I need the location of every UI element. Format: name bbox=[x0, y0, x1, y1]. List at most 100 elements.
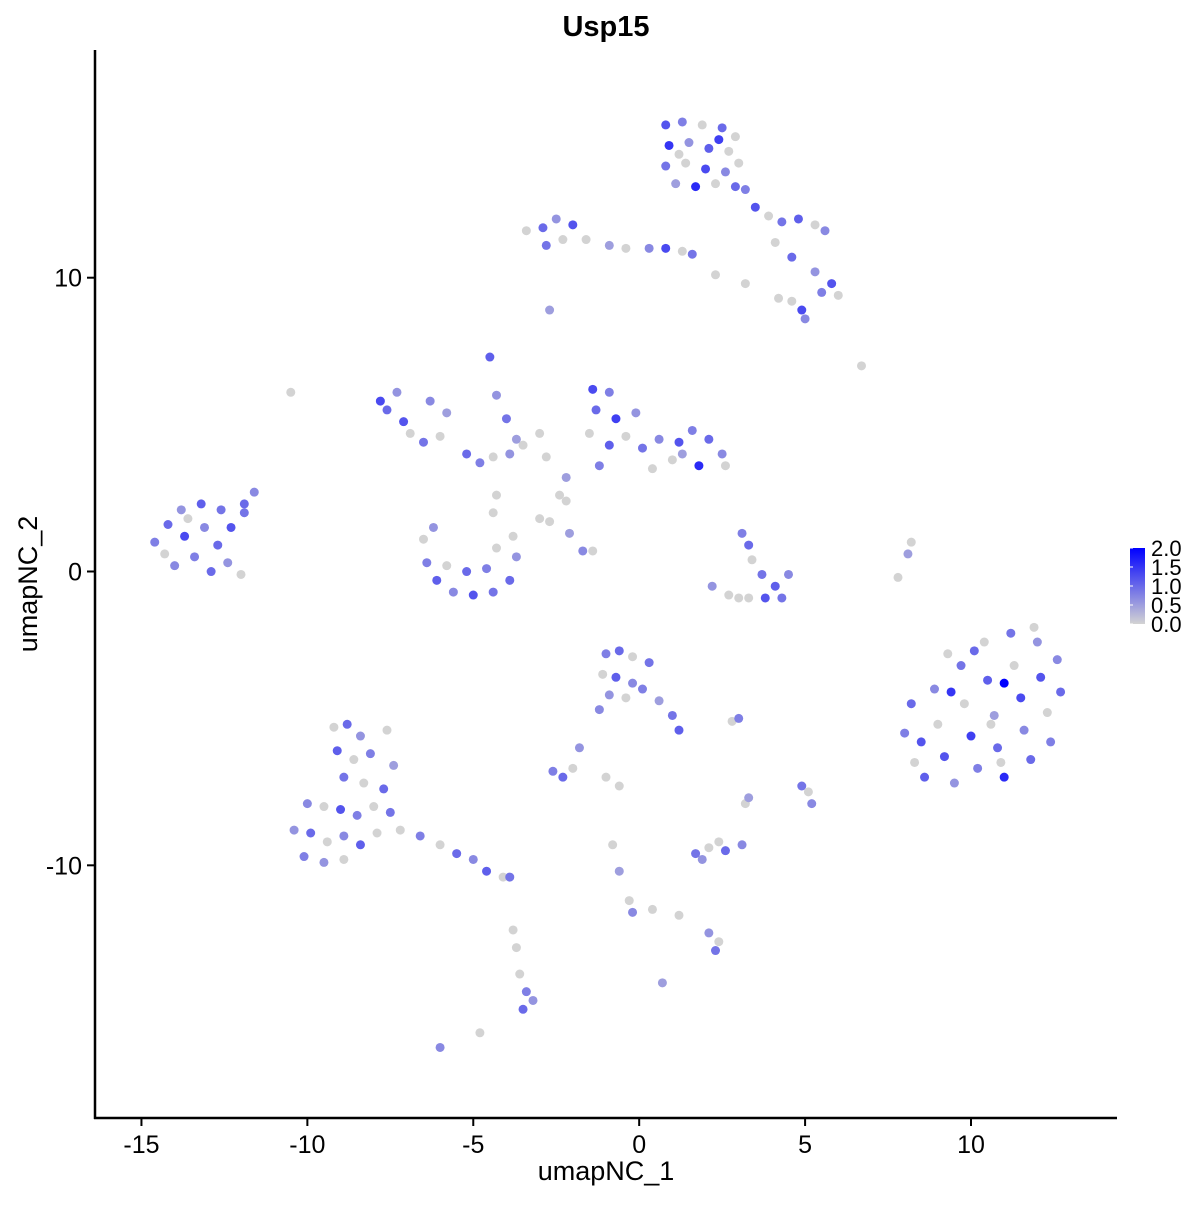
cell-point bbox=[757, 569, 767, 579]
cell-point bbox=[750, 202, 760, 212]
cell-point bbox=[468, 590, 478, 600]
cell-point bbox=[608, 840, 618, 850]
cell-point bbox=[468, 854, 478, 864]
cell-point bbox=[555, 490, 565, 500]
cell-point bbox=[916, 737, 926, 747]
cell-point bbox=[628, 652, 638, 662]
cell-point bbox=[657, 978, 667, 988]
cell-point bbox=[989, 710, 999, 720]
cell-point bbox=[365, 749, 375, 759]
cell-point bbox=[1006, 628, 1016, 638]
cell-point bbox=[488, 587, 498, 597]
cell-point bbox=[638, 684, 647, 694]
cell-point bbox=[435, 1042, 445, 1052]
x-tick-label: 0 bbox=[632, 1131, 646, 1159]
cell-point bbox=[930, 684, 939, 694]
cell-point bbox=[604, 440, 614, 450]
cell-point bbox=[684, 138, 694, 148]
cell-point bbox=[442, 561, 452, 571]
cell-point bbox=[568, 220, 578, 230]
cell-point bbox=[568, 763, 578, 773]
cell-point bbox=[697, 854, 707, 864]
cell-point bbox=[774, 293, 784, 303]
cell-point bbox=[691, 182, 701, 192]
cell-point bbox=[661, 120, 671, 130]
cell-point bbox=[355, 840, 365, 850]
cell-point bbox=[810, 220, 820, 230]
cell-point bbox=[521, 987, 531, 997]
colorbar-legend: 0.00.51.01.52.0 bbox=[1130, 536, 1182, 637]
cell-point bbox=[372, 828, 382, 838]
cell-point bbox=[661, 161, 671, 171]
cell-point bbox=[827, 279, 837, 289]
cell-point bbox=[541, 240, 551, 250]
cell-point bbox=[1019, 725, 1029, 735]
cell-point bbox=[415, 831, 425, 841]
cell-point bbox=[720, 846, 730, 856]
cell-point bbox=[717, 449, 727, 459]
cell-point bbox=[435, 431, 445, 441]
cell-point bbox=[339, 854, 349, 864]
cell-point bbox=[760, 593, 770, 603]
cell-point bbox=[196, 499, 206, 509]
cell-point bbox=[621, 693, 631, 703]
cell-point bbox=[793, 214, 803, 224]
colorbar bbox=[1130, 548, 1145, 624]
cell-point bbox=[405, 428, 415, 438]
cell-point bbox=[528, 995, 538, 1005]
cell-point bbox=[482, 564, 492, 574]
cell-point bbox=[973, 763, 983, 773]
cell-point bbox=[667, 710, 677, 720]
cell-point bbox=[986, 719, 996, 729]
cell-point bbox=[239, 499, 249, 509]
cell-point bbox=[475, 1028, 485, 1038]
cell-point bbox=[910, 757, 920, 767]
cell-point bbox=[180, 531, 190, 541]
x-axis-label: umapNC_1 bbox=[538, 1156, 675, 1186]
cell-point bbox=[604, 387, 614, 397]
cell-point bbox=[561, 472, 571, 482]
cell-point bbox=[160, 549, 170, 559]
cell-point bbox=[893, 572, 903, 582]
y-ticks: -10 0 10 bbox=[46, 265, 95, 880]
cell-point bbox=[817, 287, 827, 297]
cell-point bbox=[581, 235, 591, 245]
cell-point bbox=[604, 240, 614, 250]
cell-point bbox=[628, 907, 638, 917]
cell-point bbox=[448, 587, 458, 597]
chart-title: Usp15 bbox=[562, 11, 649, 43]
cell-point bbox=[787, 296, 797, 306]
cell-point bbox=[578, 546, 588, 556]
cell-point bbox=[810, 267, 820, 277]
cell-point bbox=[807, 799, 817, 809]
cell-point bbox=[385, 807, 395, 817]
cell-point bbox=[518, 440, 528, 450]
cell-point bbox=[355, 731, 365, 741]
cell-point bbox=[621, 431, 631, 441]
cell-point bbox=[704, 143, 714, 153]
cell-point bbox=[959, 699, 969, 709]
cell-point bbox=[714, 135, 724, 145]
cell-point bbox=[336, 804, 346, 814]
cell-point bbox=[730, 132, 740, 142]
cell-point bbox=[614, 646, 624, 656]
cell-point bbox=[462, 567, 472, 577]
cell-point bbox=[667, 455, 677, 465]
cell-point bbox=[744, 540, 754, 550]
cell-point bbox=[170, 561, 180, 571]
cell-point bbox=[505, 449, 515, 459]
cell-point bbox=[734, 158, 744, 168]
cell-point bbox=[382, 405, 392, 415]
cell-point bbox=[644, 243, 654, 253]
cell-point bbox=[730, 182, 740, 192]
y-tick-label: -10 bbox=[46, 852, 82, 880]
cell-point bbox=[515, 969, 525, 979]
cell-point bbox=[654, 434, 664, 444]
cell-point bbox=[594, 705, 604, 715]
cell-point bbox=[744, 593, 754, 603]
y-axis-label: umapNC_2 bbox=[13, 516, 43, 653]
cell-point bbox=[674, 437, 684, 447]
cell-point bbox=[505, 872, 515, 882]
cell-point bbox=[734, 713, 744, 723]
